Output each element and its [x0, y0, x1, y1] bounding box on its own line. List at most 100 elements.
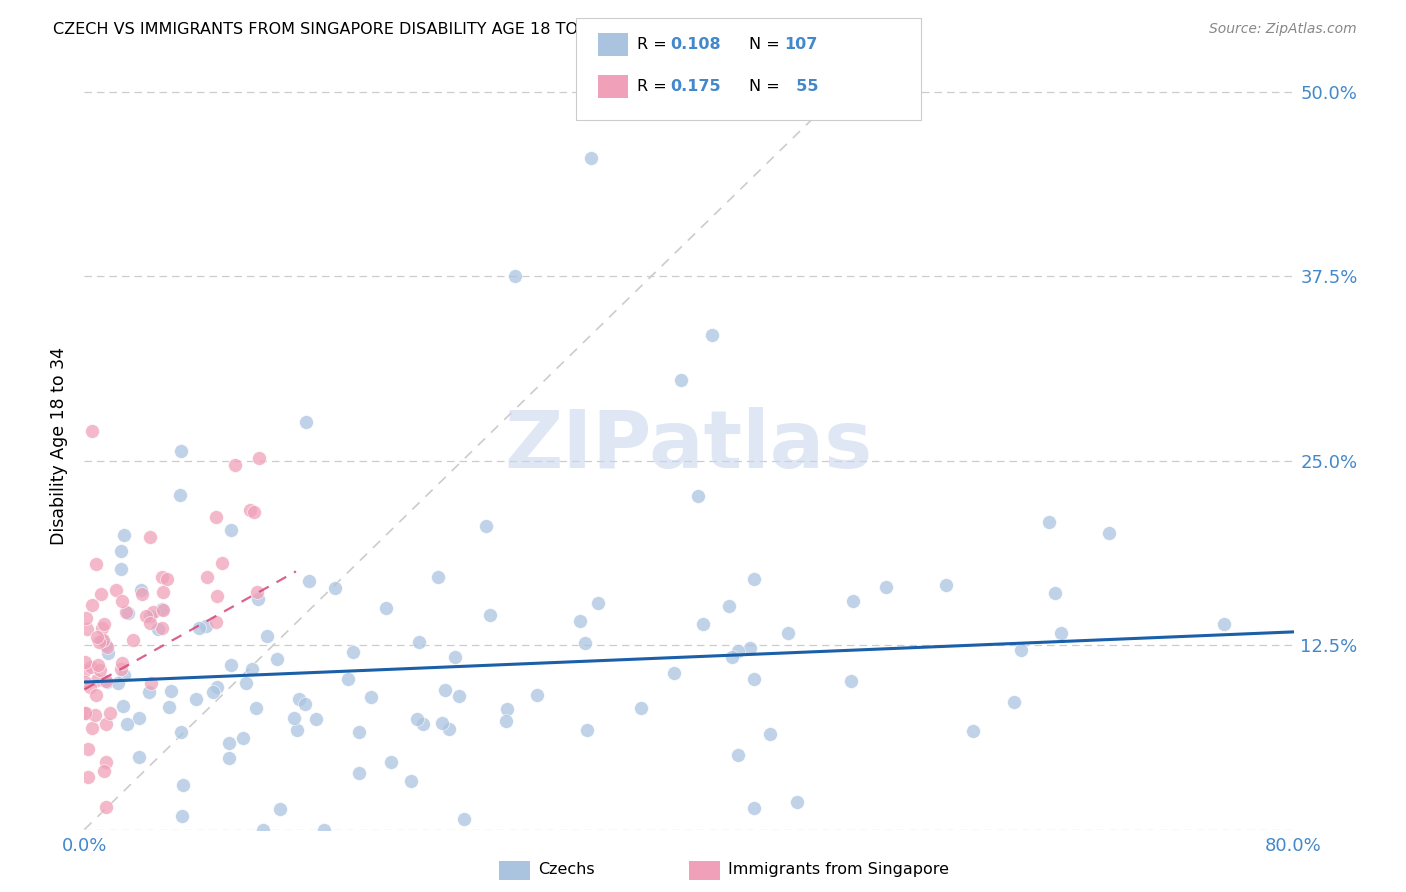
Point — [243, 504, 266, 518]
Point — [427, 570, 450, 584]
Point — [266, 652, 288, 666]
Point — [135, 608, 157, 623]
Point — [110, 562, 132, 576]
Point — [496, 702, 519, 716]
Point — [93, 764, 115, 779]
Point — [239, 502, 262, 516]
Point — [219, 657, 242, 672]
Point — [962, 724, 984, 739]
Point — [285, 723, 308, 738]
Point — [294, 697, 316, 711]
Point — [94, 717, 117, 731]
Point — [77, 741, 100, 756]
Point — [475, 519, 498, 533]
Point — [408, 635, 430, 649]
Point — [82, 721, 104, 735]
Point — [73, 674, 96, 689]
Point — [94, 755, 117, 769]
Point — [188, 621, 211, 635]
Point — [75, 610, 97, 624]
Point — [252, 822, 274, 837]
Point — [256, 629, 278, 643]
Point — [218, 750, 240, 764]
Point — [96, 675, 118, 690]
Point — [742, 572, 765, 586]
Point — [283, 711, 305, 725]
Point — [93, 616, 115, 631]
Point — [433, 683, 456, 698]
Point — [111, 698, 134, 713]
Point — [444, 649, 467, 664]
Point — [664, 665, 686, 680]
Point — [142, 605, 165, 619]
Point — [82, 598, 104, 612]
Point — [112, 528, 135, 542]
Point — [399, 774, 422, 789]
Point — [245, 701, 267, 715]
Point — [139, 529, 162, 543]
Point — [778, 625, 800, 640]
Point — [115, 716, 138, 731]
Point — [347, 725, 370, 739]
Point — [76, 623, 98, 637]
Point — [204, 615, 226, 629]
Point — [875, 580, 897, 594]
Point — [380, 755, 402, 769]
Point — [235, 676, 257, 690]
Point — [207, 680, 229, 694]
Point — [479, 607, 502, 622]
Point — [221, 523, 243, 537]
Point — [138, 685, 160, 699]
Point — [842, 594, 865, 608]
Point — [1038, 515, 1060, 529]
Point — [86, 630, 108, 644]
Point — [184, 692, 207, 706]
Point — [129, 583, 152, 598]
Point — [96, 640, 118, 655]
Text: 0.108: 0.108 — [671, 37, 721, 52]
Point — [121, 633, 143, 648]
Point — [73, 706, 96, 721]
Point — [83, 707, 105, 722]
Point — [94, 800, 117, 814]
Point — [576, 723, 599, 737]
Text: N =: N = — [749, 79, 786, 94]
Point — [91, 633, 114, 648]
Point — [110, 662, 132, 676]
Point — [117, 607, 139, 621]
Point — [1002, 695, 1025, 709]
Text: 55: 55 — [785, 79, 818, 94]
Point — [169, 488, 191, 502]
Point — [1098, 525, 1121, 540]
Point — [84, 689, 107, 703]
Point — [574, 636, 596, 650]
Point — [156, 572, 179, 586]
Point — [98, 706, 121, 721]
Point — [75, 655, 97, 669]
Point — [1045, 585, 1067, 599]
Point — [568, 615, 591, 629]
Point — [139, 608, 162, 623]
Point — [692, 616, 714, 631]
Text: Source: ZipAtlas.com: Source: ZipAtlas.com — [1209, 22, 1357, 37]
Point — [232, 731, 254, 745]
Point — [131, 586, 153, 600]
Point — [141, 676, 163, 690]
Point — [224, 458, 246, 473]
Point — [295, 415, 318, 429]
Point — [79, 680, 101, 694]
Point — [305, 712, 328, 726]
Point — [727, 644, 749, 658]
Point — [128, 750, 150, 764]
Point — [111, 594, 134, 608]
Point — [76, 706, 98, 720]
Point — [437, 722, 460, 736]
Point — [195, 570, 218, 584]
Point — [323, 581, 346, 595]
Point — [246, 585, 269, 599]
Point — [211, 556, 233, 570]
Text: Czechs: Czechs — [538, 863, 595, 877]
Point — [246, 592, 269, 607]
Point — [114, 606, 136, 620]
Point — [406, 712, 429, 726]
